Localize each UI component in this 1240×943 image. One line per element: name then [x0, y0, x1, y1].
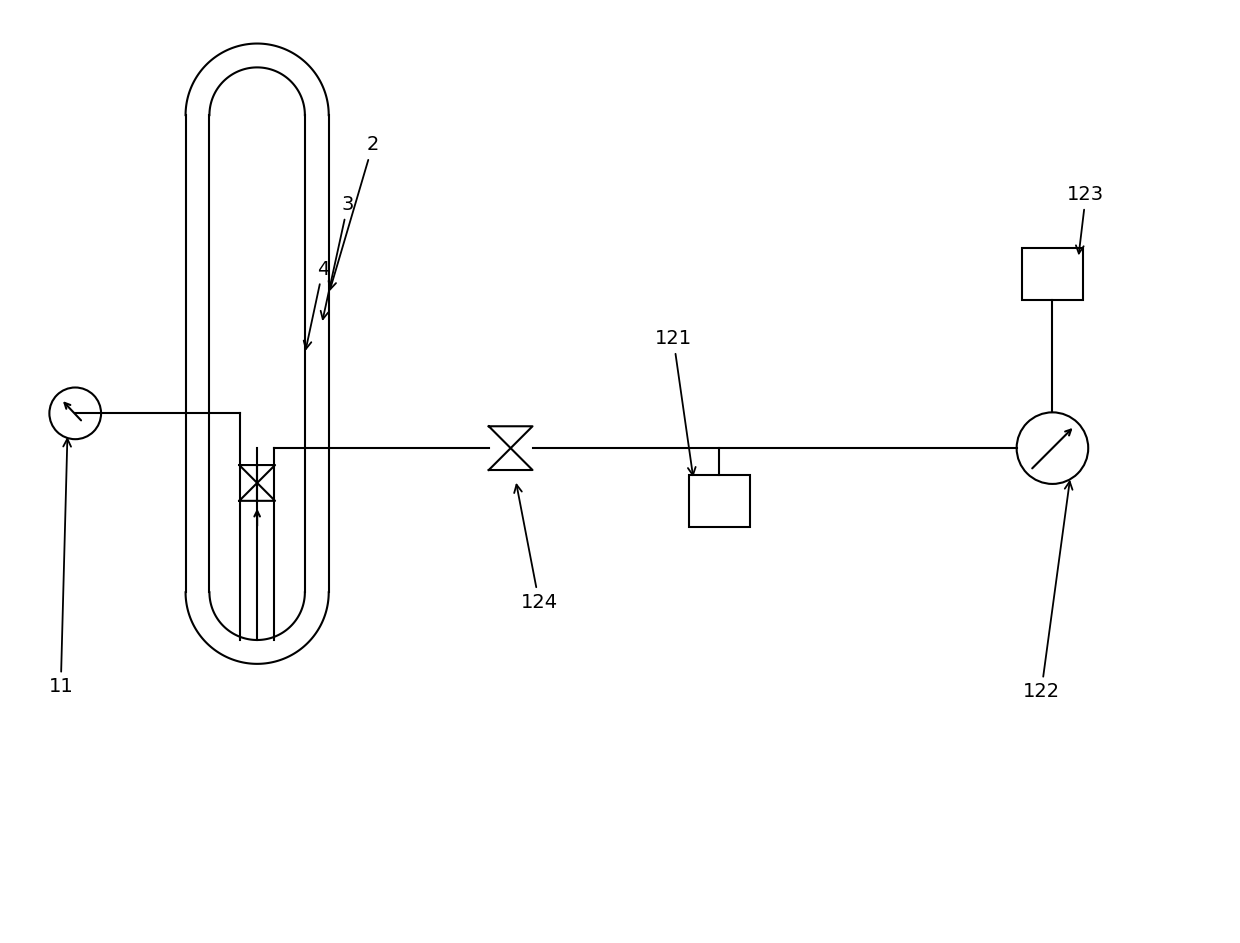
Text: 121: 121: [655, 329, 696, 475]
Bar: [1022, 248, 1084, 300]
Text: 3: 3: [321, 195, 355, 319]
Text: 123: 123: [1068, 185, 1105, 254]
Text: 11: 11: [48, 438, 73, 696]
Text: 4: 4: [304, 259, 329, 349]
Text: 124: 124: [515, 485, 558, 612]
Bar: [688, 475, 750, 527]
Text: 122: 122: [1023, 482, 1073, 702]
Text: 2: 2: [329, 136, 379, 290]
